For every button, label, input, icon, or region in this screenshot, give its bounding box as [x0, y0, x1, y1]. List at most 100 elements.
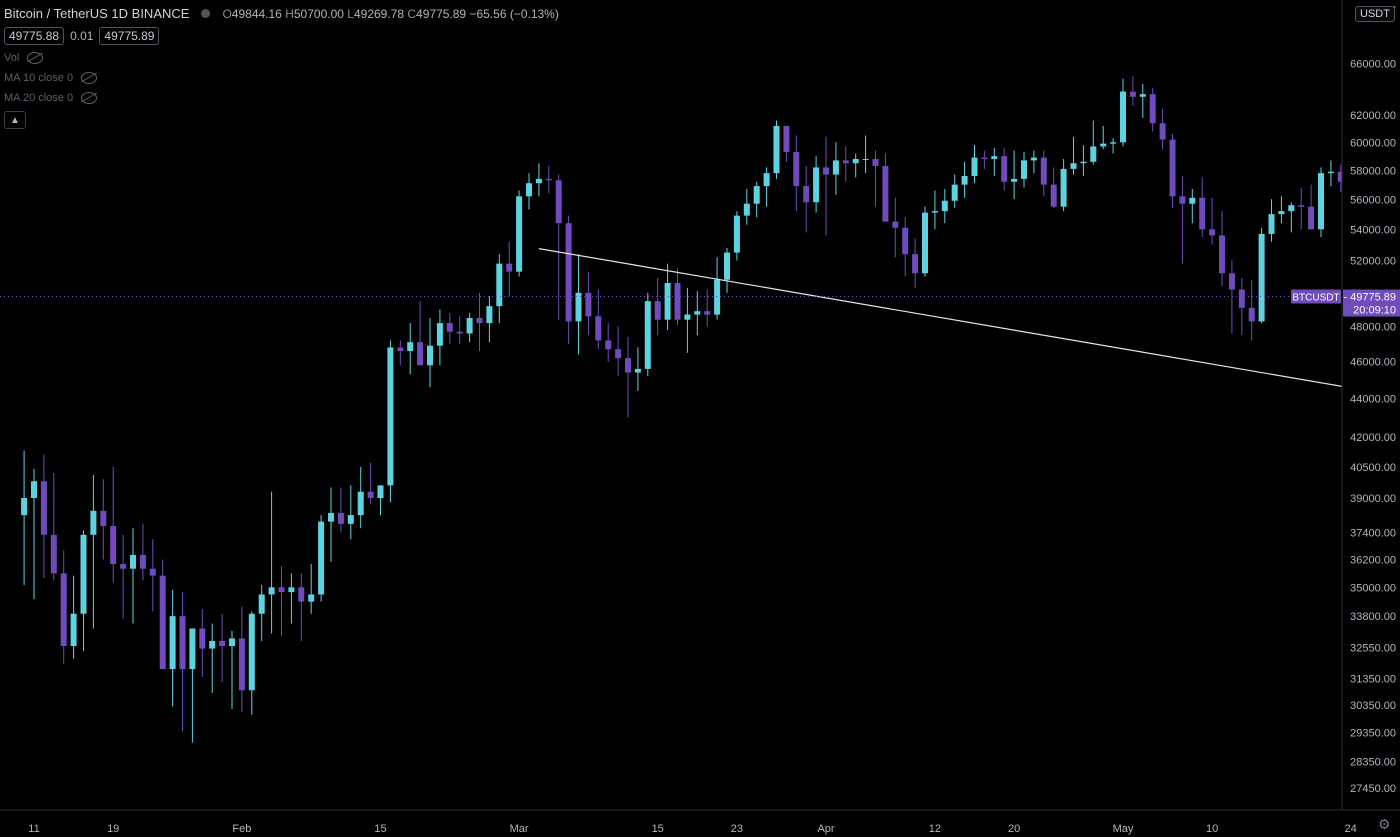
- candle-body: [308, 594, 315, 602]
- candle-body: [981, 157, 988, 159]
- candle-up: [535, 163, 542, 197]
- time-tick-label: 23: [731, 823, 743, 835]
- candle-body: [1060, 168, 1067, 207]
- candle-up: [1268, 199, 1275, 242]
- close-key: C: [407, 6, 417, 21]
- candle-body: [258, 594, 265, 614]
- candle-body: [694, 311, 701, 315]
- candle-body: [733, 215, 740, 253]
- candle-down: [872, 150, 879, 207]
- price-tick-label: 54000.00: [1350, 224, 1396, 236]
- candle-up: [634, 347, 641, 391]
- candle-body: [60, 573, 67, 647]
- candle-up: [991, 147, 998, 177]
- candle-up: [773, 120, 780, 179]
- eye-off-icon[interactable]: [27, 52, 44, 64]
- time-tick-label: Apr: [817, 823, 834, 835]
- chevron-up-icon[interactable]: ▲: [4, 111, 26, 129]
- candle-body: [526, 183, 532, 197]
- candle-up: [852, 153, 859, 178]
- eye-off-icon[interactable]: [81, 92, 98, 104]
- candle-body: [575, 292, 582, 322]
- candle-body: [1327, 171, 1334, 174]
- price-axis[interactable]: 27450.00 28350.00 29350.00 30350.00 31350.00…: [1341, 0, 1400, 837]
- candle-down: [417, 301, 424, 366]
- candle-body: [872, 158, 879, 167]
- candle-down: [50, 472, 57, 581]
- candle-up: [407, 323, 414, 375]
- eye-off-icon[interactable]: [81, 72, 98, 84]
- candle-up: [80, 530, 87, 652]
- price-tick-label: 58000.00: [1350, 165, 1396, 177]
- candle-body: [506, 263, 513, 272]
- candle-up: [90, 475, 97, 629]
- candle-body: [763, 173, 770, 187]
- candle-body: [397, 347, 404, 351]
- candle-body: [367, 491, 374, 499]
- symbol-title[interactable]: Bitcoin / TetherUS 1D BINANCE: [4, 6, 190, 21]
- candle-up: [189, 628, 196, 743]
- candle-up: [971, 145, 978, 184]
- price-tick-label: 29350.00: [1350, 728, 1396, 740]
- time-tick-label: 24: [1345, 823, 1357, 835]
- candle-body: [1030, 157, 1037, 161]
- candle-body: [149, 568, 156, 576]
- candle-down: [793, 135, 800, 212]
- candle-up: [1060, 158, 1067, 212]
- candle-up: [427, 317, 433, 388]
- candle-body: [882, 166, 889, 222]
- candle-up: [922, 206, 928, 277]
- candle-body: [951, 184, 958, 201]
- time-axis[interactable]: 11 19 Feb 15 Mar 15 23 Apr 12 20 May 10 24: [0, 809, 1400, 835]
- candle-up: [1030, 150, 1037, 174]
- price-tick-label: 48000.00: [1350, 322, 1396, 334]
- high-key: H: [285, 6, 294, 21]
- price-tick-label: 40500.00: [1350, 462, 1396, 474]
- candle-down: [981, 150, 988, 169]
- trendline-layer[interactable]: [538, 248, 1391, 396]
- candle-down: [397, 340, 404, 366]
- candle-down: [823, 136, 829, 236]
- candle-down: [1238, 278, 1245, 336]
- candle-body: [1070, 163, 1077, 169]
- indicator-label: MA 20 close 0: [4, 92, 74, 104]
- trendline[interactable]: [538, 248, 1391, 396]
- candle-body: [714, 279, 721, 315]
- candle-down: [555, 174, 562, 320]
- ask-price[interactable]: 49775.89: [99, 27, 160, 45]
- candle-up: [832, 142, 839, 195]
- candle-body: [219, 640, 226, 647]
- candle-up: [575, 254, 582, 355]
- candle-body: [535, 178, 542, 184]
- candle-up: [169, 589, 176, 707]
- bid-price[interactable]: 49775.88: [4, 27, 65, 45]
- legend-row: Bitcoin / TetherUS 1D BINANCE O49844.16 …: [4, 6, 559, 21]
- candle-body: [1238, 289, 1245, 308]
- candle-down: [1159, 108, 1166, 150]
- gear-icon[interactable]: ⚙: [1378, 816, 1391, 832]
- candle-body: [1228, 273, 1235, 290]
- candle-down: [674, 268, 681, 325]
- candle-up: [753, 181, 760, 218]
- symbol-tag: BTCUSDT: [1292, 293, 1339, 304]
- candle-body: [595, 316, 602, 341]
- candle-up: [1070, 136, 1077, 175]
- currency-badge[interactable]: USDT: [1355, 6, 1395, 22]
- candle-body: [1011, 178, 1018, 182]
- price-tick-label: 60000.00: [1350, 137, 1396, 149]
- indicator-vol[interactable]: Vol: [4, 51, 559, 65]
- legend: Bitcoin / TetherUS 1D BINANCE O49844.16 …: [4, 6, 559, 129]
- candle-up: [209, 623, 216, 693]
- candle-up: [258, 585, 265, 641]
- indicator-ma20[interactable]: MA 20 close 0: [4, 91, 559, 105]
- candle-up: [724, 247, 730, 293]
- candle-body: [615, 349, 622, 359]
- candle-up: [1011, 150, 1018, 200]
- time-tick-label: 19: [107, 823, 119, 835]
- candle-up: [328, 487, 334, 562]
- indicator-ma10[interactable]: MA 10 close 0: [4, 71, 559, 85]
- spread-value: 0.01: [70, 29, 94, 43]
- candle-body: [1268, 214, 1275, 234]
